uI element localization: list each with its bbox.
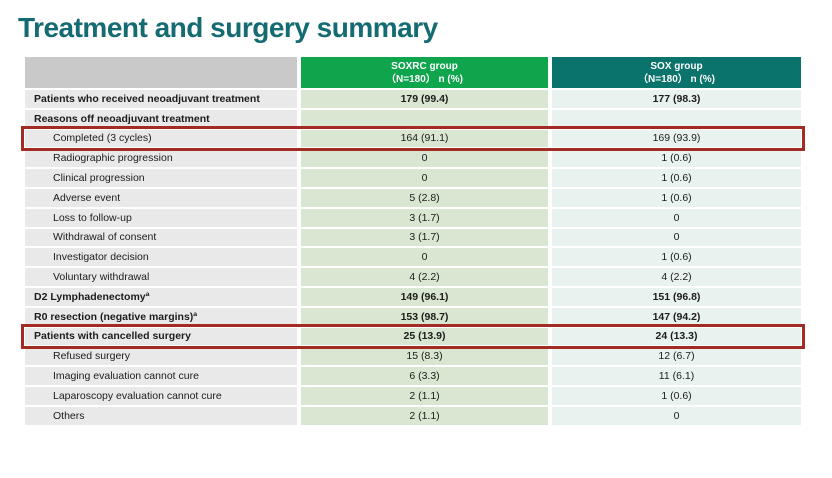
soxrc-value: 15 (8.3) [301,347,548,366]
sox-value: 12 (6.7) [552,347,801,366]
sox-value [552,109,801,128]
header-empty-cell [25,57,297,88]
soxrc-value: 6 (3.3) [301,367,548,385]
table-row: Patients with cancelled surgery 25 (13.9… [21,324,805,349]
table-row: Reasons off neoadjuvant treatment [25,109,801,128]
sox-value: 0 [552,208,801,227]
sox-value: 24 (13.3) [552,327,801,346]
row-label: Refused surgery [25,347,297,366]
sox-value: 0 [552,406,801,425]
row-label: Patients with cancelled surgery [25,327,297,346]
table-row: Imaging evaluation cannot cure 6 (3.3) 1… [25,367,801,385]
sox-value: 1 (0.6) [552,169,801,187]
header-soxrc-group: SOXRC group （N=180） n (%) [301,57,548,88]
table-row: Refused surgery 15 (8.3) 12 (6.7) [25,347,801,366]
page-title: Treatment and surgery summary [18,12,438,43]
table-row: D2 Lymphadenectomyª 149 (96.1) 151 (96.8… [25,287,801,306]
row-label: Completed (3 cycles) [25,129,297,148]
row-label: Withdrawal of consent [25,228,297,247]
sox-value: 11 (6.1) [552,367,801,385]
row-label: Investigator decision [25,248,297,267]
soxrc-value: 179 (99.4) [301,90,548,108]
table-row: Patients who received neoadjuvant treatm… [25,90,801,108]
table-row: Loss to follow-up 3 (1.7) 0 [25,208,801,227]
table-row: Adverse event 5 (2.8) 1 (0.6) [25,188,801,207]
sox-value: 1 (0.6) [552,188,801,207]
table-row: Investigator decision 0 1 (0.6) [25,248,801,267]
soxrc-group-sub: （N=180） n (%) [386,73,463,85]
sox-value: 1 (0.6) [552,386,801,405]
table-header-row: SOXRC group （N=180） n (%) SOX group （N=1… [25,57,801,88]
row-label: Clinical progression [25,169,297,187]
table-row: Laparoscopy evaluation cannot cure 2 (1.… [25,386,801,405]
sox-value: 169 (93.9) [552,129,801,148]
soxrc-value: 3 (1.7) [301,208,548,227]
summary-table: SOXRC group （N=180） n (%) SOX group （N=1… [21,57,805,425]
soxrc-value: 5 (2.8) [301,188,548,207]
row-label: Reasons off neoadjuvant treatment [25,109,297,128]
row-label: Voluntary withdrawal [25,268,297,286]
soxrc-value: 0 [301,149,548,168]
sox-value: 1 (0.6) [552,149,801,168]
sox-value: 0 [552,228,801,247]
soxrc-value: 2 (1.1) [301,386,548,405]
soxrc-value: 164 (91.1) [301,129,548,148]
table-row: Others 2 (1.1) 0 [25,406,801,425]
sox-value: 4 (2.2) [552,268,801,286]
table-row: Clinical progression 0 1 (0.6) [25,169,801,187]
row-label: R0 resection (negative margins)ª [25,307,297,326]
slide-footer: MADRID 2023 ESMO congress Chen LI M.D. ª… [0,428,832,478]
table-row: Withdrawal of consent 3 (1.7) 0 [25,228,801,247]
sox-value: 151 (96.8) [552,287,801,306]
sox-group-label: SOX group [650,60,703,72]
sox-value: 177 (98.3) [552,90,801,108]
soxrc-value: 0 [301,169,548,187]
soxrc-value: 25 (13.9) [301,327,548,346]
row-label: Laparoscopy evaluation cannot cure [25,386,297,405]
soxrc-value: 0 [301,248,548,267]
row-label: Adverse event [25,188,297,207]
sox-group-sub: （N=180） n (%) [638,73,715,85]
table-row: R0 resection (negative margins)ª 153 (98… [25,307,801,326]
row-label: Imaging evaluation cannot cure [25,367,297,385]
soxrc-value: 153 (98.7) [301,307,548,326]
sox-value: 147 (94.2) [552,307,801,326]
soxrc-value: 4 (2.2) [301,268,548,286]
table-row: Radiographic progression 0 1 (0.6) [25,149,801,168]
soxrc-value: 3 (1.7) [301,228,548,247]
sox-value: 1 (0.6) [552,248,801,267]
row-label: Radiographic progression [25,149,297,168]
row-label: Others [25,406,297,425]
header-sox-group: SOX group （N=180） n (%) [552,57,801,88]
row-label: D2 Lymphadenectomyª [25,287,297,306]
row-label: Patients who received neoadjuvant treatm… [25,90,297,108]
row-label: Loss to follow-up [25,208,297,227]
table-row: Completed (3 cycles) 164 (91.1) 169 (93.… [21,126,805,151]
soxrc-value: 149 (96.1) [301,287,548,306]
soxrc-value [301,109,548,128]
table-row: Voluntary withdrawal 4 (2.2) 4 (2.2) [25,268,801,286]
soxrc-group-label: SOXRC group [391,60,458,72]
soxrc-value: 2 (1.1) [301,406,548,425]
